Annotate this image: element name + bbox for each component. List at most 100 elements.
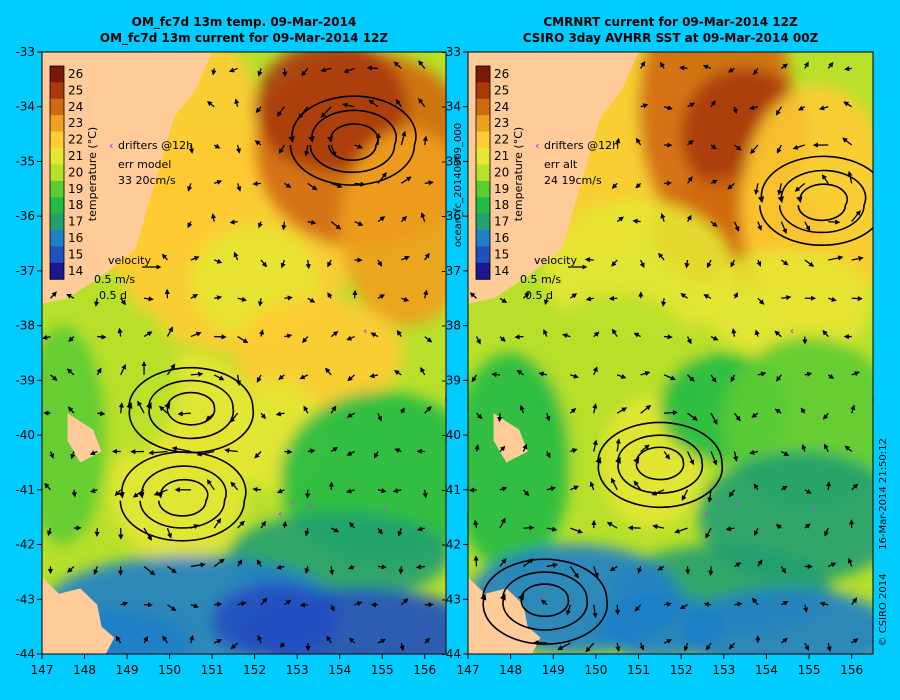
current-arrow (687, 412, 698, 421)
current-arrow (543, 329, 548, 337)
current-arrow (706, 259, 712, 269)
current-arrow (214, 258, 223, 264)
current-arrow (658, 252, 665, 261)
colorbar-tick-label: 23 (68, 116, 83, 130)
current-arrow (423, 289, 429, 299)
current-arrow (347, 374, 355, 382)
current-arrow (499, 558, 507, 567)
current-arrow (71, 489, 77, 498)
current-arrow (592, 366, 598, 376)
current-arrow (214, 295, 223, 301)
x-tick-label: 150 (158, 663, 181, 677)
colorbar-tick-label: 26 (68, 67, 83, 81)
current-arrow (657, 565, 665, 571)
current-arrow (847, 557, 853, 567)
colorbar-swatch (476, 66, 490, 83)
current-arrow (299, 374, 309, 380)
colorbar-swatch (476, 246, 490, 264)
current-arrow (400, 176, 412, 184)
current-arrow (70, 451, 76, 460)
current-arrow (401, 255, 410, 261)
current-arrow (377, 488, 387, 494)
current-arrow (661, 298, 667, 307)
current-arrow (400, 598, 409, 606)
current-arrow (370, 332, 379, 338)
y-tick-label: -42 (441, 538, 461, 552)
current-arrow (354, 601, 363, 607)
drifter-marker: ‹ (717, 498, 721, 509)
current-arrow (686, 214, 692, 222)
current-arrow (299, 602, 308, 608)
current-arrow (66, 368, 75, 376)
current-arrow (276, 488, 285, 494)
current-arrow (777, 183, 783, 196)
current-arrow (679, 65, 688, 71)
current-arrow (320, 67, 332, 73)
timestamp-label: 16-Mar-2014 21:50:12 (878, 438, 889, 550)
current-arrow (278, 374, 285, 380)
current-arrow (606, 522, 618, 529)
x-tick-label: 151 (627, 663, 650, 677)
current-arrow (397, 527, 403, 537)
current-arrow (751, 597, 759, 606)
current-arrow (640, 60, 646, 69)
current-arrow (342, 102, 355, 108)
current-arrow (167, 565, 177, 574)
mainland-land (468, 52, 639, 304)
x-tick-label: 153 (286, 663, 309, 677)
colorbar-tick-label: 18 (68, 198, 83, 212)
current-arrow (734, 144, 742, 151)
sst-field (468, 52, 873, 654)
current-arrow (664, 410, 679, 416)
current-arrow (733, 412, 741, 422)
current-arrow (731, 328, 737, 337)
current-arrow (637, 566, 643, 574)
drifter-legend-marker: ‹ (109, 139, 114, 152)
x-tick-label: 150 (584, 663, 607, 677)
colorbar-tick-label: 22 (68, 133, 83, 147)
current-arrow (276, 106, 285, 117)
current-arrow (499, 297, 508, 304)
current-arrow (373, 451, 379, 459)
current-arrow (616, 373, 627, 379)
current-arrow (252, 486, 262, 493)
y-tick-label: -33 (441, 45, 461, 59)
current-arrow (377, 294, 386, 300)
current-arrow (275, 411, 285, 417)
colorbar-tick-label: 17 (68, 215, 83, 229)
current-arrow (278, 144, 285, 154)
current-arrow (593, 331, 600, 338)
eddy-streamline (614, 434, 704, 494)
current-arrow (377, 638, 387, 644)
velocity-duration: 0.5 d (99, 289, 127, 302)
current-arrow (615, 438, 621, 452)
drifter-marker: ‹ (705, 509, 709, 520)
eddy-streamline (796, 183, 848, 222)
colorbar-tick-label: 14 (494, 264, 509, 278)
current-arrow (753, 527, 759, 537)
y-tick-label: -38 (15, 319, 35, 333)
current-arrow (798, 105, 806, 111)
current-arrow (753, 68, 759, 76)
current-arrow (377, 564, 387, 570)
current-arrow (750, 144, 759, 155)
sst-patch (339, 128, 446, 326)
error-values: 24 19cm/s (544, 174, 602, 187)
current-arrow (592, 604, 598, 619)
colorbar-swatch (50, 164, 64, 182)
current-arrow (473, 555, 479, 567)
current-arrow (611, 328, 618, 337)
current-arrow (804, 642, 810, 651)
colorbar-tick-label: 15 (68, 247, 83, 261)
current-arrow (776, 144, 782, 154)
current-arrow (570, 448, 578, 454)
sst-patch (595, 593, 724, 654)
current-arrow (843, 101, 853, 108)
current-arrow (260, 259, 268, 268)
current-arrow (302, 336, 309, 344)
current-arrow (611, 259, 618, 267)
current-arrow (326, 635, 332, 644)
y-tick-label: -44 (15, 647, 35, 661)
eddy-streamline (118, 451, 247, 542)
